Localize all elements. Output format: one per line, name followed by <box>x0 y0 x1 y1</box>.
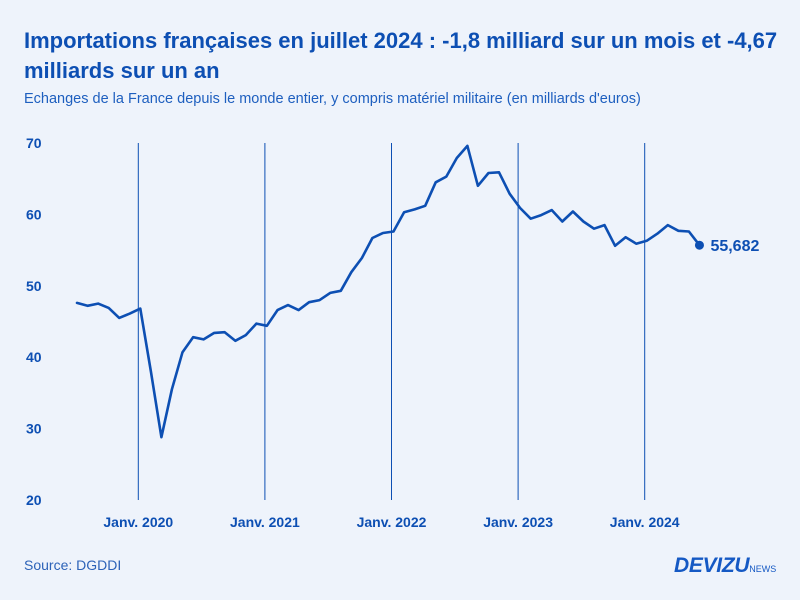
last-point-marker <box>694 240 704 250</box>
x-tick-label: Janv. 2024 <box>610 514 680 530</box>
series-line-importations <box>75 144 701 439</box>
y-tick-label: 60 <box>26 206 42 222</box>
chart-title: Importations françaises en juillet 2024 … <box>24 28 778 83</box>
source-note: Source: DGDDI <box>24 557 122 573</box>
y-tick-label: 20 <box>26 492 42 508</box>
chart-subtitle: Echanges de la France depuis le monde en… <box>24 91 641 107</box>
x-tick-label: Janv. 2021 <box>230 514 300 530</box>
x-tick-label: Janv. 2020 <box>103 514 173 530</box>
x-tick-label: Janv. 2022 <box>357 514 427 530</box>
y-tick-label: 40 <box>26 349 42 365</box>
brand-logo-main: DEVIZU <box>674 554 750 577</box>
y-tick-label: 30 <box>26 421 42 437</box>
y-tick-label: 70 <box>26 135 42 151</box>
brand-logo: DEVIZUNEWS <box>674 554 776 578</box>
brand-logo-sub: NEWS <box>749 564 777 574</box>
x-tick-label: Janv. 2023 <box>483 514 553 530</box>
y-tick-label: 50 <box>26 278 42 294</box>
last-value-label: 55,682 <box>710 238 759 255</box>
